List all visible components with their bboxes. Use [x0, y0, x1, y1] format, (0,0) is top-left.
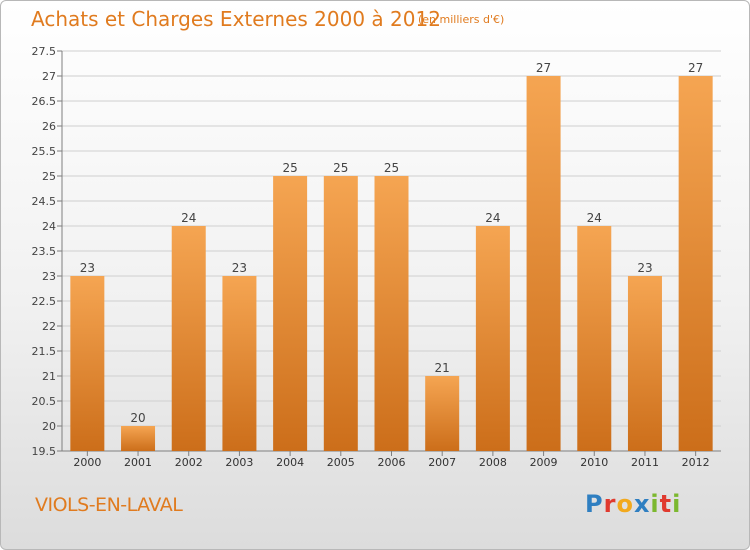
x-tick-label: 2009: [530, 456, 558, 469]
y-tick-label: 26: [42, 120, 56, 133]
logo-letter: i: [650, 490, 660, 518]
bar-value-label: 25: [384, 161, 399, 175]
bar-2003: [222, 276, 257, 451]
y-tick-label: 21.5: [32, 345, 57, 358]
y-tick-label: 27.5: [32, 45, 57, 58]
x-tick-label: 2000: [73, 456, 101, 469]
chart-subtitle: (en milliers d'€): [418, 13, 505, 26]
logo-letter: r: [603, 490, 617, 518]
bar-2006: [374, 176, 409, 451]
x-tick-label: 2011: [631, 456, 659, 469]
bar-value-label: 23: [232, 261, 247, 275]
bars: [70, 76, 713, 451]
x-tick-label: 2006: [378, 456, 406, 469]
x-tick-label: 2012: [682, 456, 710, 469]
labels: 19.5 20 20.5 21 21.5 22 22.5 23 23.5 24 24.5 25 25.5…: [32, 45, 710, 469]
bar-2011: [627, 276, 662, 451]
x-tick-label: 2001: [124, 456, 152, 469]
x-tick-label: 2003: [225, 456, 253, 469]
bar-value-label: 27: [536, 61, 551, 75]
y-tick-label: 23.5: [32, 245, 57, 258]
bar-2001: [121, 426, 156, 451]
y-tick-label: 19.5: [32, 445, 57, 458]
logo-letter: t: [659, 490, 673, 518]
bar-2008: [475, 226, 510, 451]
y-tick-label: 24.5: [32, 195, 57, 208]
bar-2000: [70, 276, 105, 451]
y-tick-label: 23: [42, 270, 56, 283]
bar-2002: [171, 226, 206, 451]
x-tick-label: 2007: [428, 456, 456, 469]
bar-2009: [526, 76, 561, 451]
bar-value-label: 27: [688, 61, 703, 75]
bar-value-label: 23: [637, 261, 652, 275]
y-tick-label: 27: [42, 70, 56, 83]
x-tick-label: 2004: [276, 456, 304, 469]
logo-letter: x: [633, 490, 651, 518]
bar-2007: [425, 376, 460, 451]
bar-value-label: 24: [587, 211, 602, 225]
y-tick-label: 26.5: [32, 95, 57, 108]
x-tick-label: 2002: [175, 456, 203, 469]
y-tick-label: 21: [42, 370, 56, 383]
bar-value-label: 24: [485, 211, 500, 225]
x-tick-label: 2005: [327, 456, 355, 469]
logo-letter: P: [585, 490, 604, 518]
bar-value-label: 25: [333, 161, 348, 175]
bar-value-label: 21: [435, 361, 450, 375]
y-tick-label: 24: [42, 220, 56, 233]
chart-title: Achats et Charges Externes 2000 à 2012: [31, 7, 441, 31]
bar-value-label: 20: [130, 411, 145, 425]
y-tick-label: 25: [42, 170, 56, 183]
logo-letter: o: [616, 490, 634, 518]
bar-2010: [577, 226, 612, 451]
y-tick-label: 22.5: [32, 295, 57, 308]
y-tick-label: 22: [42, 320, 56, 333]
proxiti-logo: Proxiti: [585, 490, 681, 518]
y-tick-label: 25.5: [32, 145, 57, 158]
bar-2004: [273, 176, 308, 451]
bar-value-label: 24: [181, 211, 196, 225]
logo-letter: i: [672, 490, 682, 518]
bar-2012: [678, 76, 713, 451]
y-tick-label: 20.5: [32, 395, 57, 408]
location-name: VIOLS-EN-LAVAL: [35, 494, 183, 516]
bar-value-label: 23: [80, 261, 95, 275]
x-tick-label: 2010: [580, 456, 608, 469]
bar-value-label: 25: [282, 161, 297, 175]
y-tick-label: 20: [42, 420, 56, 433]
x-tick-label: 2008: [479, 456, 507, 469]
bar-chart: 19.5 20 20.5 21 21.5 22 22.5 23 23.5 24 24.5 25 25.5…: [32, 45, 721, 469]
bar-2005: [323, 176, 358, 451]
